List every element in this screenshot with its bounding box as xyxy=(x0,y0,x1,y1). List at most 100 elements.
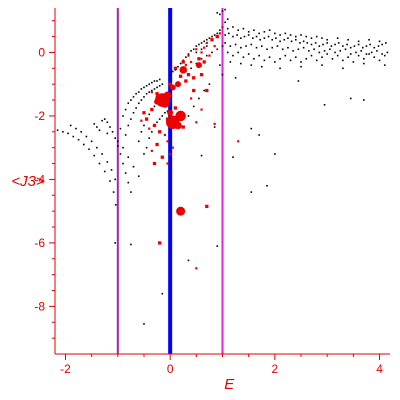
black-point xyxy=(259,38,261,41)
red-point xyxy=(202,60,206,64)
black-point xyxy=(240,46,242,49)
black-point xyxy=(224,42,226,44)
black-point xyxy=(156,80,158,82)
red-point xyxy=(213,122,216,125)
red-point xyxy=(197,57,201,61)
red-point xyxy=(187,54,190,57)
black-point xyxy=(216,11,219,14)
black-point xyxy=(151,89,153,92)
black-point xyxy=(330,45,333,47)
black-point xyxy=(329,48,331,51)
black-point xyxy=(205,45,208,47)
black-point xyxy=(148,91,151,93)
black-point xyxy=(93,123,96,125)
red-point xyxy=(181,125,185,129)
black-point xyxy=(331,57,334,60)
x-tick-label: 0 xyxy=(167,362,174,376)
black-point xyxy=(373,56,376,59)
black-point xyxy=(158,118,161,120)
black-point xyxy=(353,45,356,47)
black-point xyxy=(219,64,221,66)
red-point xyxy=(160,155,164,159)
black-point xyxy=(232,26,234,28)
black-point xyxy=(299,42,301,44)
black-point xyxy=(145,92,148,95)
red-point xyxy=(192,76,196,80)
black-point xyxy=(237,29,240,32)
black-point xyxy=(247,34,250,36)
black-point xyxy=(122,115,124,117)
black-point xyxy=(119,153,122,155)
red-point xyxy=(150,107,154,112)
black-point xyxy=(281,48,284,51)
red-point xyxy=(221,25,224,29)
black-point xyxy=(378,40,381,43)
black-point xyxy=(177,65,179,68)
red-point xyxy=(205,41,208,45)
black-point xyxy=(260,65,263,68)
black-point xyxy=(287,46,289,49)
red-point xyxy=(173,66,178,70)
red-point xyxy=(140,119,143,122)
black-point xyxy=(72,135,75,138)
black-point xyxy=(219,13,221,16)
red-point xyxy=(155,92,159,96)
black-point xyxy=(143,124,145,127)
black-point xyxy=(284,32,287,35)
red-point xyxy=(213,44,216,48)
red-point xyxy=(181,60,185,64)
x-tick-label: -2 xyxy=(60,362,71,376)
black-point xyxy=(242,56,245,59)
black-point xyxy=(185,56,187,59)
red-point xyxy=(184,64,187,67)
red-point xyxy=(169,84,176,91)
black-point xyxy=(130,191,132,193)
red-point xyxy=(175,81,182,88)
red-point xyxy=(189,97,193,100)
red-point xyxy=(167,109,174,116)
black-point xyxy=(240,62,242,65)
red-point xyxy=(192,88,196,93)
black-point xyxy=(363,62,365,65)
black-point xyxy=(232,54,234,57)
red-point xyxy=(158,241,162,245)
black-point xyxy=(114,178,116,181)
black-point xyxy=(297,80,300,82)
black-point xyxy=(294,35,297,38)
black-point xyxy=(334,51,336,54)
black-point xyxy=(386,51,389,54)
black-point xyxy=(112,191,115,193)
black-point xyxy=(232,35,234,38)
black-point xyxy=(153,88,156,90)
black-point xyxy=(266,48,268,51)
black-point xyxy=(205,54,208,57)
black-point xyxy=(300,61,302,63)
black-point xyxy=(127,102,130,105)
black-point xyxy=(347,38,349,41)
black-point xyxy=(369,43,371,46)
black-point xyxy=(117,140,119,143)
black-point xyxy=(274,61,276,63)
red-point xyxy=(158,130,162,134)
red-point xyxy=(205,88,209,93)
black-point xyxy=(224,21,226,24)
black-point xyxy=(80,130,82,133)
black-point xyxy=(336,54,339,57)
red-point xyxy=(152,123,157,128)
black-point xyxy=(132,111,135,114)
red-point xyxy=(237,140,240,143)
black-point xyxy=(140,130,143,133)
black-point xyxy=(195,62,198,65)
black-point xyxy=(137,91,140,93)
black-point xyxy=(192,48,195,51)
black-point xyxy=(279,67,281,70)
black-point xyxy=(255,35,258,38)
red-point xyxy=(150,149,153,152)
black-point xyxy=(346,43,348,46)
black-point xyxy=(114,242,116,244)
black-point xyxy=(143,96,145,98)
red-point xyxy=(176,206,186,216)
black-point xyxy=(284,54,287,57)
black-point xyxy=(385,42,387,44)
black-point xyxy=(143,323,145,325)
